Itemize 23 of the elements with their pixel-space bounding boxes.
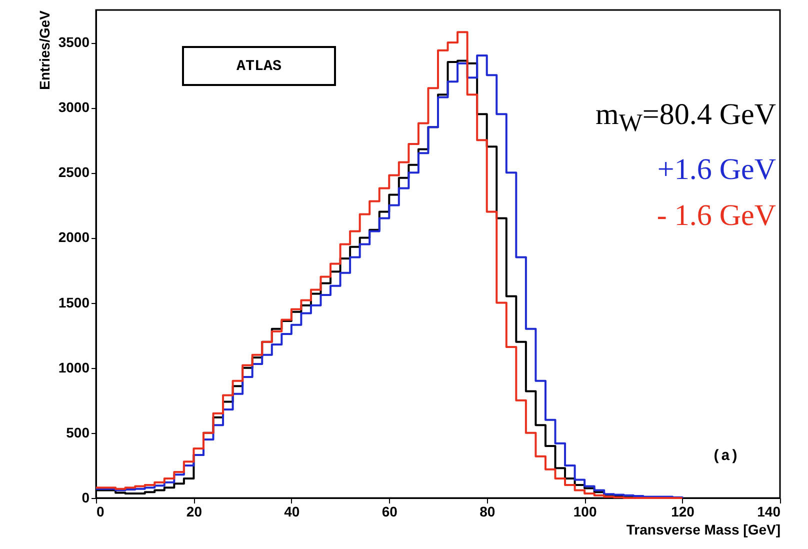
x-axis-title: Transverse Mass [GeV]: [626, 522, 780, 538]
x-tick-label: 20: [186, 504, 202, 520]
x-tick-label: 140: [757, 504, 781, 520]
y-tick-label: 1500: [58, 294, 90, 310]
y-tick-label: 2500: [58, 164, 90, 180]
annotation: (a): [712, 448, 740, 465]
y-tick-label: 2000: [58, 229, 90, 246]
y-tick-label: 3500: [58, 34, 90, 50]
text: - 1.6 GeV: [656, 198, 776, 234]
annotation: ATLAS: [182, 46, 336, 86]
y-tick-label: 3000: [58, 99, 90, 116]
text: +1.6 GeV: [656, 152, 776, 188]
y-axis-title: Entries/GeV: [36, 10, 52, 90]
x-tick-label: 100: [573, 504, 597, 520]
x-tick-label: 120: [671, 504, 695, 520]
x-tick-label: 80: [480, 504, 496, 520]
y-tick-label: 0: [82, 490, 90, 506]
y-tick-label: 500: [66, 424, 90, 440]
x-tick-label: 0: [96, 504, 104, 520]
text: m$_{W}$=80.4 GeV: [595, 97, 776, 139]
x-tick-label: 60: [382, 504, 398, 520]
x-tick-label: 40: [284, 504, 300, 520]
y-tick-label: 1000: [58, 359, 90, 376]
